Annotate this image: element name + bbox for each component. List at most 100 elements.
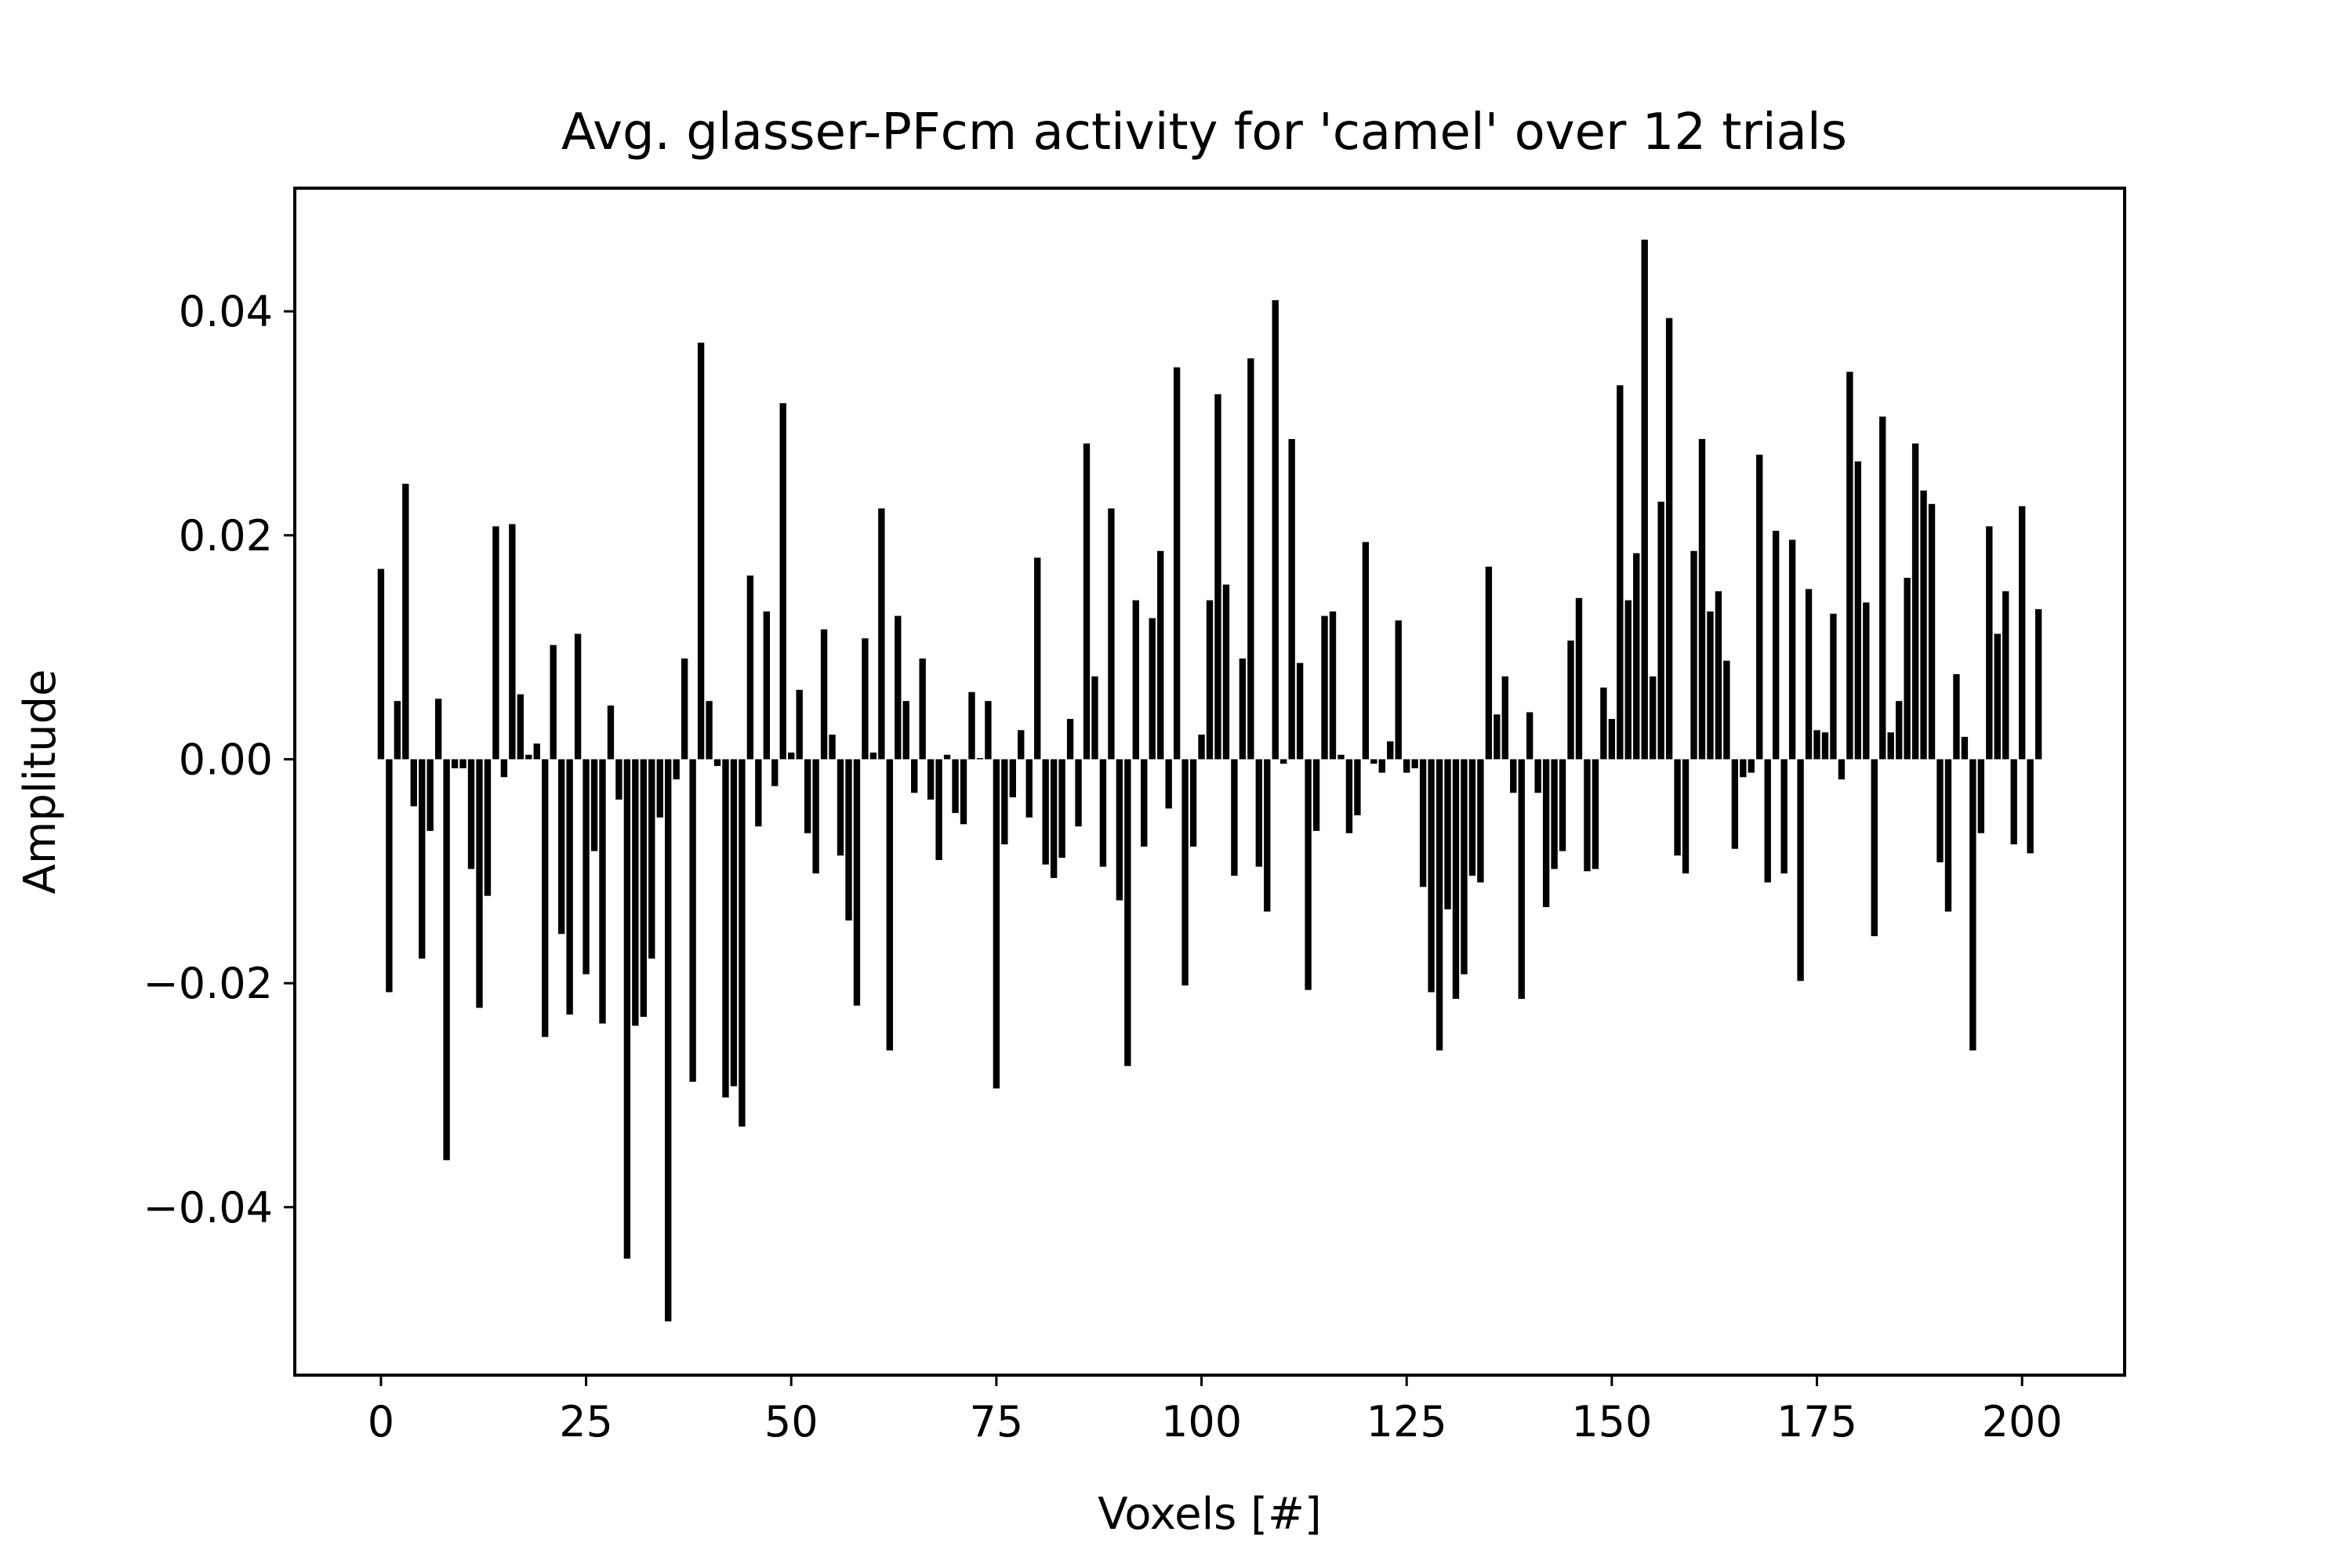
bar-voxel-41 <box>713 759 721 766</box>
bar-voxel-172 <box>1788 539 1796 760</box>
bar-voxel-185 <box>1895 701 1903 760</box>
bar-voxel-183 <box>1879 416 1886 760</box>
bar-voxel-133 <box>1468 759 1476 876</box>
bar-voxel-128 <box>1428 759 1435 993</box>
bar-voxel-169 <box>1764 759 1771 883</box>
bar-voxel-195 <box>1977 759 1985 833</box>
bar-voxel-197 <box>1994 633 2001 760</box>
bar-voxel-198 <box>2002 591 2009 760</box>
bar-voxel-89 <box>1108 508 1115 760</box>
bar-voxel-7 <box>434 699 442 760</box>
bar-voxel-77 <box>1009 759 1016 797</box>
bar-voxel-80 <box>1034 557 1041 760</box>
bar-voxel-202 <box>2034 609 2042 760</box>
bar-voxel-33 <box>648 759 655 959</box>
bar-voxel-104 <box>1231 759 1238 876</box>
bar-voxel-132 <box>1461 759 1468 975</box>
bar-voxel-103 <box>1222 584 1230 760</box>
bar-voxel-26 <box>590 759 598 851</box>
bar-voxel-14 <box>492 526 499 760</box>
bar-voxel-47 <box>763 611 770 760</box>
bar-voxel-184 <box>1887 732 1894 760</box>
bar-voxel-191 <box>1944 759 1952 912</box>
bar-voxel-18 <box>525 754 532 760</box>
bar-voxel-36 <box>673 759 680 780</box>
bar-voxel-141 <box>1534 759 1541 793</box>
bar-voxel-114 <box>1312 759 1320 831</box>
bar-voxel-66 <box>919 658 926 760</box>
bar-voxel-32 <box>640 759 647 1017</box>
bar-voxel-42 <box>722 759 729 1098</box>
bar-voxel-178 <box>1838 759 1846 780</box>
bar-voxel-15 <box>500 759 508 778</box>
bar-voxel-162 <box>1707 611 1714 760</box>
bar-voxel-170 <box>1772 531 1780 760</box>
bar-voxel-90 <box>1116 759 1123 901</box>
bar-voxel-76 <box>1001 759 1008 844</box>
bar-voxel-136 <box>1494 714 1501 760</box>
bar-voxel-93 <box>1141 759 1148 847</box>
bar-voxel-9 <box>451 759 459 768</box>
bar-voxel-91 <box>1124 759 1131 1066</box>
bar-voxel-187 <box>1911 443 1919 760</box>
bar-voxel-5 <box>419 759 426 959</box>
bar-voxel-167 <box>1748 759 1755 773</box>
bar-voxel-112 <box>1296 662 1304 760</box>
bar-voxel-70 <box>952 759 959 813</box>
bar-voxel-143 <box>1551 759 1558 869</box>
bar-voxel-148 <box>1592 759 1599 869</box>
bar-voxel-52 <box>804 759 811 833</box>
bar-voxel-63 <box>895 615 902 760</box>
bar-voxel-171 <box>1780 759 1788 874</box>
bar-voxel-196 <box>1986 526 1993 760</box>
bar-voxel-78 <box>1018 730 1025 760</box>
bar-voxel-83 <box>1058 759 1065 858</box>
bar-voxel-174 <box>1805 589 1813 760</box>
bar-voxel-201 <box>2027 759 2034 854</box>
bar-voxel-177 <box>1830 613 1837 760</box>
bar-voxel-85 <box>1075 759 1082 827</box>
bar-voxel-55 <box>829 735 836 760</box>
y-tick-label: −0.02 <box>143 959 273 1008</box>
bar-voxel-157 <box>1665 318 1673 760</box>
x-tick-label: 125 <box>1367 1397 1447 1446</box>
bar-voxel-164 <box>1723 660 1730 760</box>
x-tick-label: 75 <box>970 1397 1024 1446</box>
bar-voxel-96 <box>1165 759 1172 809</box>
bar-voxel-17 <box>517 694 524 760</box>
x-tick-label: 25 <box>559 1397 613 1446</box>
bar-voxel-158 <box>1674 759 1681 856</box>
bar-voxel-154 <box>1641 239 1648 760</box>
bar-voxel-115 <box>1321 615 1328 760</box>
bar-voxel-86 <box>1083 443 1091 760</box>
bar-voxel-125 <box>1403 759 1410 773</box>
bar-voxel-57 <box>845 759 852 921</box>
bar-voxel-152 <box>1624 600 1632 760</box>
bar-voxel-117 <box>1338 754 1345 760</box>
bar-voxel-2 <box>394 701 401 760</box>
bar-voxel-27 <box>599 759 606 1024</box>
bar-voxel-192 <box>1953 673 1960 760</box>
bar-voxel-39 <box>697 343 705 760</box>
bar-voxel-6 <box>426 759 434 831</box>
bar-voxel-68 <box>935 759 942 860</box>
bar-voxel-74 <box>985 701 992 760</box>
bar-voxel-127 <box>1419 759 1427 887</box>
bar-voxel-160 <box>1690 550 1697 760</box>
bar-voxel-121 <box>1370 759 1377 764</box>
bar-voxel-101 <box>1206 600 1214 760</box>
bar-voxel-75 <box>993 759 1000 1089</box>
bar-voxel-11 <box>467 759 475 869</box>
bar-voxel-72 <box>968 691 975 760</box>
bar-voxel-45 <box>746 575 754 760</box>
x-tick-label: 200 <box>1982 1397 2063 1446</box>
bar-voxel-34 <box>656 759 663 818</box>
bar-voxel-8 <box>443 759 450 1160</box>
bar-voxel-102 <box>1214 394 1221 760</box>
bar-voxel-28 <box>607 705 615 760</box>
bar-voxel-25 <box>583 759 590 975</box>
bar-voxel-163 <box>1715 591 1722 760</box>
bar-voxel-150 <box>1608 719 1616 760</box>
bar-voxel-146 <box>1575 597 1583 760</box>
